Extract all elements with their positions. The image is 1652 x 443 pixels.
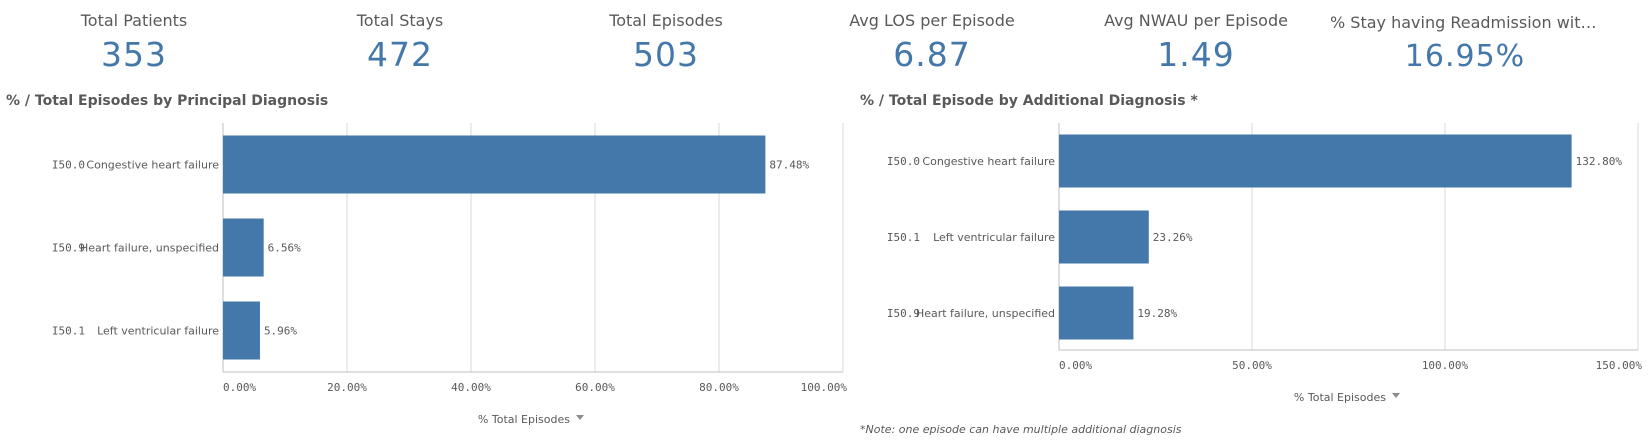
chart-title-principal: % / Total Episodes by Principal Diagnosi… xyxy=(6,93,329,109)
category-name-label: Congestive heart failure xyxy=(922,155,1055,168)
kpi-avg-nwau[interactable]: Avg NWAU per Episode 1.49 xyxy=(1066,10,1326,76)
category-name-label: Left ventricular failure xyxy=(97,325,219,338)
category-name-label: Congestive heart failure xyxy=(86,159,219,172)
chevron-down-icon[interactable] xyxy=(576,415,584,420)
footnote: *Note: one episode can have multiple add… xyxy=(860,423,1182,436)
kpi-total-patients[interactable]: Total Patients 353 xyxy=(4,10,264,76)
bar xyxy=(223,301,260,360)
bar xyxy=(223,135,766,194)
data-label: 19.28% xyxy=(1137,307,1177,320)
x-tick-label: 100.00% xyxy=(1422,359,1469,372)
data-label: 5.96% xyxy=(264,325,297,338)
data-label: 132.80% xyxy=(1576,155,1623,168)
category-code-label: I50.9 xyxy=(52,242,85,255)
x-tick-label: 60.00% xyxy=(575,381,615,394)
category-name-label: Heart failure, unspecified xyxy=(80,242,219,255)
category-code-label: I50.0 xyxy=(52,159,85,172)
bar xyxy=(1059,210,1149,264)
x-axis-label: % Total Episodes xyxy=(478,413,570,426)
x-tick-label: 0.00% xyxy=(1059,359,1092,372)
chevron-down-icon[interactable] xyxy=(1392,393,1400,398)
x-axis-label: % Total Episodes xyxy=(1294,391,1386,404)
bar xyxy=(1059,286,1134,340)
data-label: 6.56% xyxy=(268,242,301,255)
kpi-value: 16.95% xyxy=(1404,39,1526,74)
data-label: 23.26% xyxy=(1153,231,1193,244)
x-tick-label: 100.00% xyxy=(801,381,848,394)
kpi-value: 353 xyxy=(101,35,167,74)
kpi-readmission[interactable]: % Stay having Readmission withi... 16.95… xyxy=(1330,12,1600,78)
category-name-label: Heart failure, unspecified xyxy=(916,307,1055,320)
x-tick-label: 40.00% xyxy=(451,381,491,394)
kpi-total-stays[interactable]: Total Stays 472 xyxy=(270,10,530,76)
category-code-label: I50.0 xyxy=(887,155,920,168)
kpi-avg-los[interactable]: Avg LOS per Episode 6.87 xyxy=(802,10,1062,76)
kpi-total-episodes[interactable]: Total Episodes 503 xyxy=(536,10,796,76)
x-tick-label: 20.00% xyxy=(327,381,367,394)
x-tick-label: 150.00% xyxy=(1596,359,1643,372)
x-tick-label: 50.00% xyxy=(1232,359,1272,372)
bar xyxy=(1059,134,1572,188)
kpi-value: 472 xyxy=(367,35,433,74)
bar xyxy=(223,218,264,277)
category-code-label: I50.1 xyxy=(52,325,85,338)
category-code-label: I50.9 xyxy=(887,307,920,320)
x-tick-label: 80.00% xyxy=(699,381,739,394)
category-name-label: Left ventricular failure xyxy=(933,231,1055,244)
kpi-value: 6.87 xyxy=(893,35,971,74)
chart-title-additional: % / Total Episode by Additional Diagnosi… xyxy=(860,93,1198,109)
kpi-value: 1.49 xyxy=(1157,35,1235,74)
category-code-label: I50.1 xyxy=(887,231,920,244)
data-label: 87.48% xyxy=(769,159,809,172)
kpi-value: 503 xyxy=(633,35,699,74)
x-tick-label: 0.00% xyxy=(223,381,256,394)
